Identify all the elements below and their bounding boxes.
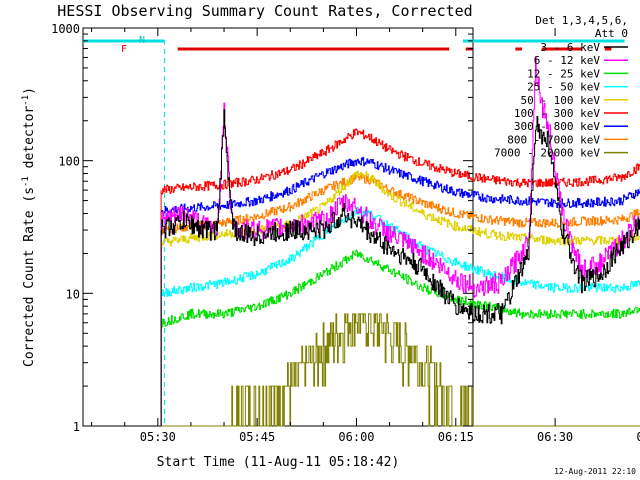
- legend-label-8: 7000 - 20000 keV: [494, 147, 600, 160]
- series-line-2: [161, 249, 640, 328]
- chart-title: HESSI Observing Summary Count Rates, Cor…: [57, 2, 472, 20]
- legend-label-0: 3 - 6 keV: [540, 41, 600, 54]
- x-tick-label-1: 05:45: [239, 430, 275, 444]
- annotation-f: F: [121, 44, 127, 55]
- x-axis-label: Start Time (11-Aug-11 05:18:42): [157, 455, 400, 470]
- x-tick-label-3: 06:15: [438, 430, 474, 444]
- legend-label-1: 6 - 12 keV: [534, 54, 601, 67]
- legend-label-6: 300 - 800 keV: [514, 120, 600, 133]
- legend-label-2: 12 - 25 keV: [527, 67, 600, 80]
- annotation-n: N: [139, 35, 145, 46]
- series-lines: [160, 56, 640, 427]
- series-line-5: [161, 128, 640, 195]
- legend-label-3: 25 - 50 keV: [527, 81, 600, 94]
- legend-header-1: Det 1,3,4,5,6,: [535, 14, 628, 27]
- x-tick-label-2: 06:00: [338, 430, 374, 444]
- x-tick-label-0: 05:30: [140, 430, 176, 444]
- x-tick-label-4: 06:30: [537, 430, 573, 444]
- legend-label-5: 100 - 300 keV: [514, 107, 600, 120]
- y-axis-label: Corrected Count Rate (s-1 detector-1): [21, 87, 37, 367]
- series-line-8: [161, 313, 640, 427]
- series-line-3: [161, 206, 640, 297]
- axis-ticks: 05:30 05:45 06:00 06:15 06:30 06:45 1 10 100 1000: [51, 22, 640, 444]
- y-tick-label-2: 100: [58, 155, 80, 169]
- footer-date: 12-Aug-2011 22:10: [554, 467, 636, 476]
- x-tick-label-5: 06:45: [636, 430, 640, 444]
- legend-label-4: 50 - 100 keV: [521, 94, 601, 107]
- y-tick-label-0: 1: [73, 420, 80, 434]
- legend-header-2: Att 0: [595, 27, 628, 40]
- series-line-6: [161, 156, 640, 214]
- legend-label-7: 800 - 7000 keV: [507, 133, 600, 146]
- y-tick-label-1: 10: [66, 287, 80, 301]
- series-line-0: [161, 109, 640, 325]
- y-tick-label-3: 1000: [51, 22, 80, 36]
